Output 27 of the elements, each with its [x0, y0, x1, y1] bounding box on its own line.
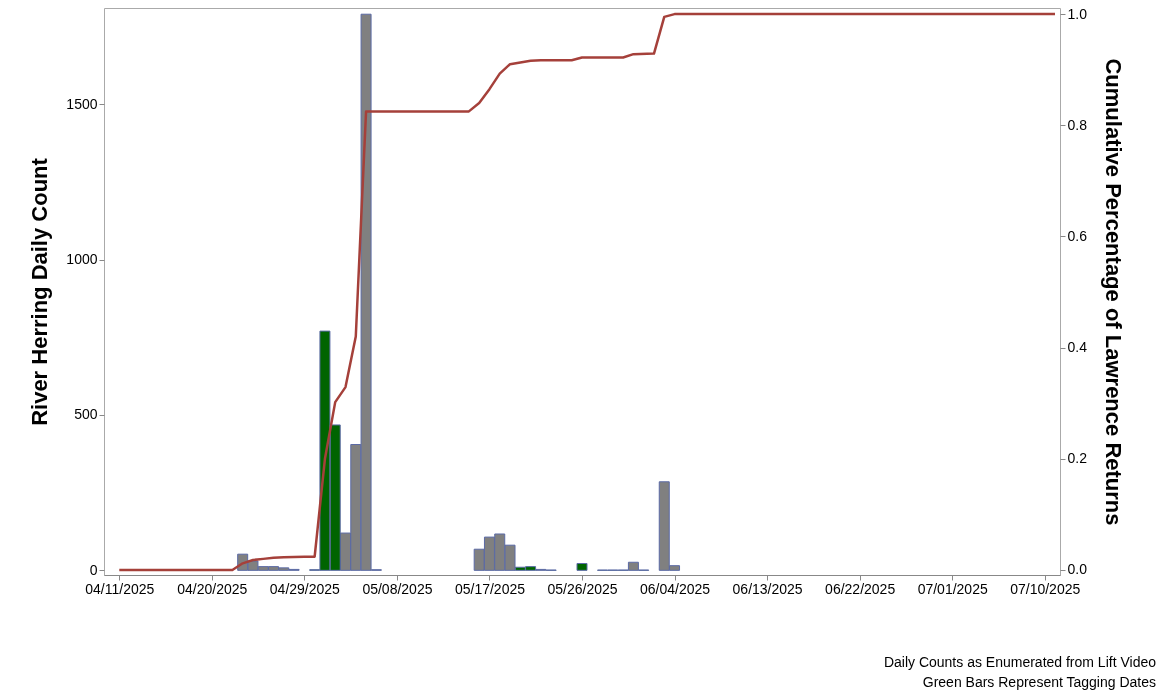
x-tick-label: 06/13/2025 — [732, 580, 803, 597]
x-tick-label: 04/20/2025 — [177, 580, 248, 597]
y2-axis-title: Cumulative Percentage of Lawrence Returns — [1100, 58, 1126, 526]
y-tick-label: 1500 — [66, 95, 98, 112]
x-tick-label: 04/29/2025 — [269, 580, 341, 597]
y2-tick-label: 1.0 — [1067, 5, 1088, 22]
line-series — [118, 12, 1057, 572]
y2-tick-label: 0.8 — [1067, 116, 1088, 133]
y2-tick-label: 0.6 — [1067, 227, 1088, 244]
x-tick-label: 06/22/2025 — [825, 580, 896, 597]
x-tick-label: 05/08/2025 — [362, 580, 433, 597]
x-tick-label: 04/11/2025 — [85, 580, 155, 597]
x-tick-label: 05/26/2025 — [547, 580, 618, 597]
y-tick-label: 500 — [74, 406, 98, 423]
x-tick-label: 05/17/2025 — [454, 580, 526, 597]
y-axis-title: River Herring Daily Count — [27, 157, 53, 426]
x-tick-label: 07/01/2025 — [917, 580, 988, 597]
x-tick-label: 06/04/2025 — [640, 580, 711, 597]
y-tick-label: 1000 — [66, 251, 98, 268]
text: Daily Counts as Enumerated from Lift Video — [883, 653, 1156, 672]
y2-tick-label: 0.2 — [1067, 450, 1088, 467]
x-tick-label: 07/10/2025 — [1010, 580, 1081, 597]
y2-tick-label: 0.4 — [1067, 339, 1088, 356]
y-tick-label: 0 — [89, 561, 98, 578]
text: Green Bars Represent Tagging Dates — [921, 673, 1156, 692]
y2-tick-label: 0.0 — [1067, 561, 1088, 578]
bar — [576, 563, 588, 571]
